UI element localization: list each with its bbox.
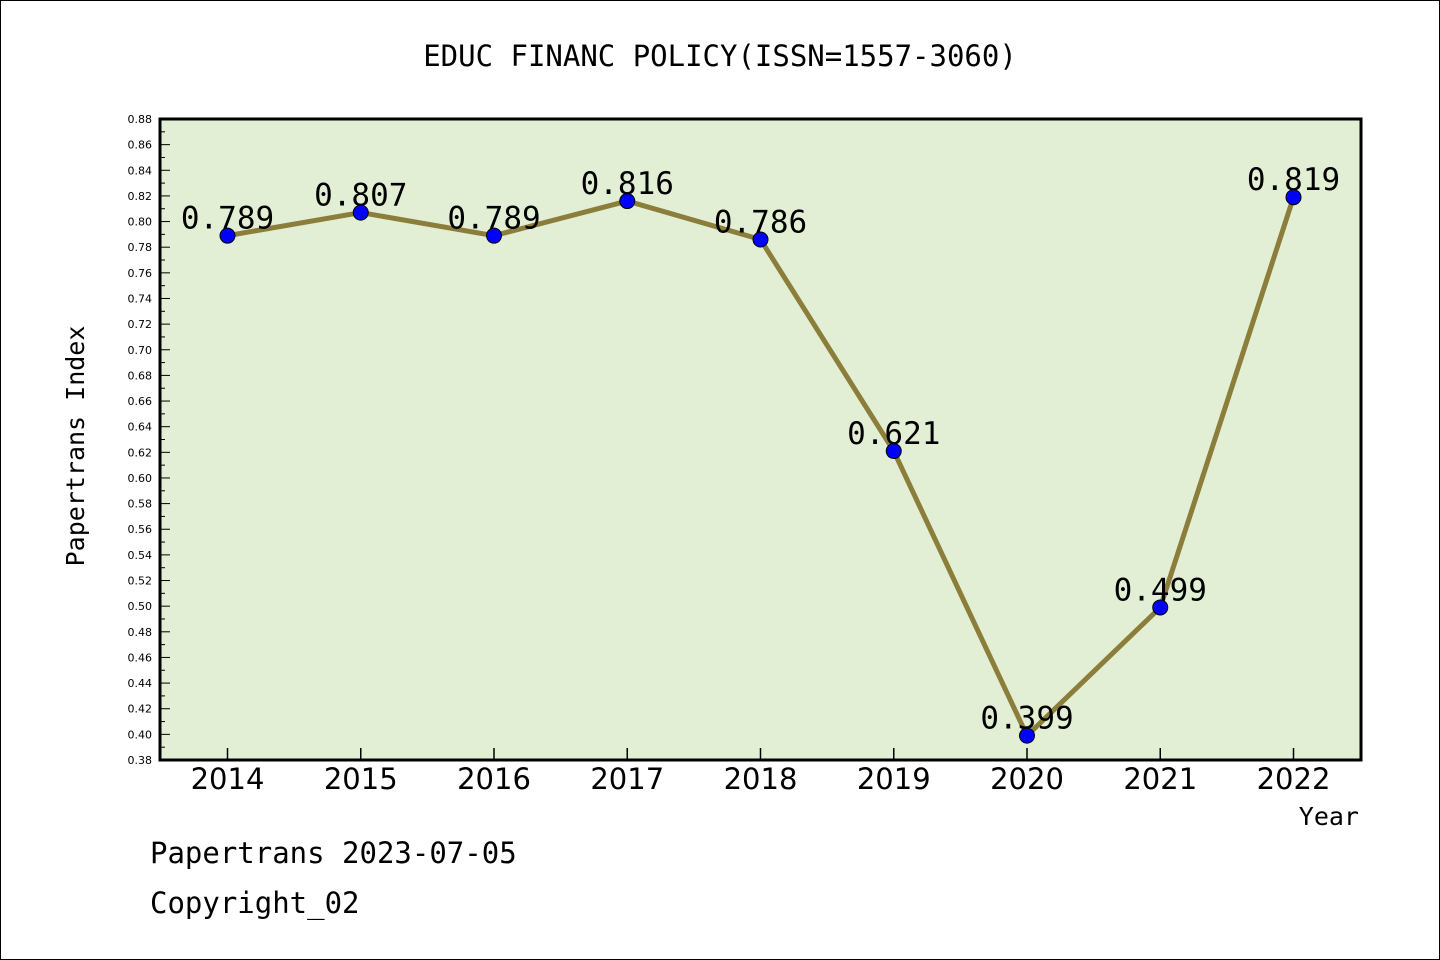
- copyright-text: Copyright_02: [150, 886, 360, 920]
- x-tick-label: 2019: [857, 762, 931, 796]
- y-tick-label: 0.56: [128, 523, 153, 536]
- y-tick-label: 0.64: [128, 421, 153, 434]
- y-tick-label: 0.76: [128, 267, 153, 280]
- data-label: 0.621: [847, 416, 940, 452]
- y-tick-label: 0.82: [128, 190, 153, 203]
- data-point: [1285, 189, 1302, 206]
- y-tick-label: 0.42: [128, 703, 153, 716]
- y-axis: 0.38 0.40 0.42 0.44 0.46 0.48 0.50 0.52 0.54 0.56…: [128, 113, 170, 767]
- data-label: 0.789: [181, 201, 274, 237]
- data-label: 0.786: [714, 205, 807, 241]
- x-axis: 2014 2015 2016 2017 2018 2019 2020 2021 2022: [191, 748, 1331, 796]
- x-tick-label: 2016: [457, 762, 531, 796]
- x-tick-label: 2021: [1123, 762, 1197, 796]
- data-label: 0.499: [1114, 572, 1207, 608]
- data-label: 0.399: [980, 701, 1073, 737]
- y-tick-label: 0.74: [128, 292, 153, 305]
- y-tick-label: 0.68: [128, 369, 153, 382]
- y-tick-label: 0.66: [128, 395, 153, 408]
- data-point: [885, 443, 902, 460]
- data-label: 0.789: [447, 201, 540, 237]
- y-tick-label: 0.48: [128, 626, 153, 639]
- y-axis-label: Papertrans Index: [61, 326, 90, 567]
- y-tick-label: 0.62: [128, 446, 153, 459]
- x-tick-label: 2017: [590, 762, 664, 796]
- data-point: [1152, 599, 1169, 616]
- data-label: 0.807: [314, 178, 407, 214]
- y-tick-label: 0.54: [128, 549, 153, 562]
- y-tick-label: 0.44: [128, 677, 153, 690]
- y-tick-label: 0.50: [128, 600, 153, 613]
- y-tick-label: 0.38: [128, 754, 153, 767]
- data-label: 0.816: [581, 166, 674, 202]
- plot-area: [158, 117, 1363, 762]
- y-tick-label: 0.60: [128, 472, 153, 485]
- x-axis-label: Year: [1299, 802, 1359, 831]
- data-labels: 0.789 0.807 0.789 0.816 0.786 0.621 0.399 0.499…: [181, 162, 1340, 736]
- x-tick-label: 2022: [1257, 762, 1331, 796]
- data-point: [486, 227, 502, 244]
- y-tick-label: 0.72: [128, 318, 153, 331]
- y-tick-label: 0.52: [128, 575, 153, 588]
- x-tick-label: 2015: [324, 762, 398, 796]
- data-label: 0.819: [1247, 162, 1340, 198]
- y-tick-label: 0.40: [128, 728, 153, 741]
- chart-title: EDUC FINANC POLICY(ISSN=1557-3060): [423, 39, 1017, 73]
- y-tick-label: 0.70: [128, 344, 153, 357]
- source-text: Papertrans 2023-07-05: [150, 836, 517, 870]
- data-point: [219, 227, 236, 244]
- data-point: [1019, 727, 1035, 744]
- x-tick-label: 2014: [191, 762, 265, 796]
- data-point: [619, 193, 636, 210]
- y-tick-label: 0.80: [128, 216, 153, 229]
- x-tick-label: 2018: [724, 762, 798, 796]
- y-tick-label: 0.58: [128, 498, 153, 511]
- y-tick-label: 0.88: [128, 113, 153, 126]
- y-tick-label: 0.86: [128, 139, 153, 152]
- series-markers: [219, 189, 1302, 744]
- y-tick-label: 0.84: [128, 164, 153, 177]
- x-tick-label: 2020: [990, 762, 1064, 796]
- data-point: [752, 231, 769, 248]
- y-tick-label: 0.46: [128, 651, 153, 664]
- y-tick-label: 0.78: [128, 241, 153, 254]
- data-point: [352, 204, 369, 221]
